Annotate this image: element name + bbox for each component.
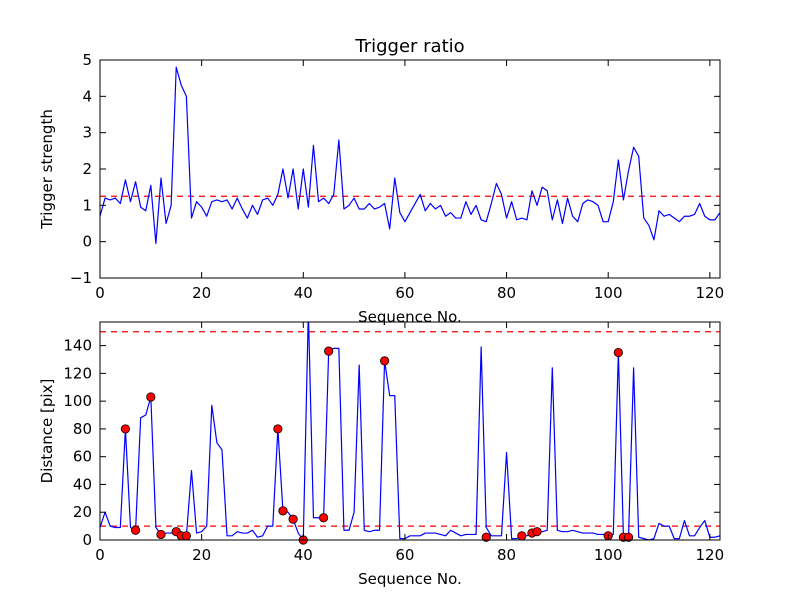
distance-series-line-0 bbox=[100, 322, 720, 540]
distance-y-tick-label: 120 bbox=[63, 364, 92, 382]
chart-title: Trigger ratio bbox=[354, 36, 464, 57]
distance-marker-point bbox=[273, 424, 283, 434]
trigger-y-tick-label: 3 bbox=[82, 124, 92, 142]
trigger-x-tick-label: 40 bbox=[294, 284, 313, 302]
distance-marker-point bbox=[278, 506, 288, 516]
trigger-y-tick-label: 4 bbox=[82, 87, 92, 105]
distance-x-tick-label: 0 bbox=[95, 546, 105, 564]
trigger-x-tick-label: 60 bbox=[395, 284, 414, 302]
distance-marker-point bbox=[623, 532, 634, 542]
distance-y-tick-label: 80 bbox=[73, 420, 92, 438]
distance-axes-frame bbox=[99, 321, 721, 541]
trigger-y-tick-label: −1 bbox=[70, 269, 92, 287]
trigger-x-tick-label: 80 bbox=[497, 284, 516, 302]
trigger-y-tick-label: 5 bbox=[82, 51, 92, 69]
distance-y-tick-label: 60 bbox=[73, 448, 92, 466]
trigger-plot-area bbox=[100, 66, 720, 245]
distance-marker-point bbox=[532, 527, 542, 537]
trigger-y-axis-label: Trigger strength bbox=[38, 109, 56, 230]
distance-x-tick-label: 100 bbox=[594, 546, 623, 564]
trigger-y-tick-label: 0 bbox=[82, 233, 92, 251]
distance-y-tick-label: 40 bbox=[73, 475, 92, 493]
trigger-series-line-0 bbox=[100, 66, 720, 245]
distance-y-tick-label: 100 bbox=[63, 392, 92, 410]
trigger-y-tick-label: 2 bbox=[82, 160, 92, 178]
trigger-x-tick-label: 0 bbox=[95, 284, 105, 302]
distance-marker-point bbox=[181, 531, 191, 541]
distance-marker-point bbox=[146, 392, 156, 402]
distance-x-tick-label: 20 bbox=[192, 546, 211, 564]
distance-marker-point bbox=[288, 514, 298, 524]
trigger-x-tick-label: 120 bbox=[696, 284, 725, 302]
distance-marker-point bbox=[319, 513, 329, 523]
distance-marker-point bbox=[130, 525, 141, 535]
distance-marker-point bbox=[379, 356, 390, 366]
distance-marker-point bbox=[324, 346, 334, 356]
distance-y-tick-label: 20 bbox=[73, 503, 92, 521]
distance-y-tick-label: 0 bbox=[82, 531, 92, 549]
distance-marker-point bbox=[613, 347, 623, 358]
trigger-x-tick-label: 100 bbox=[594, 284, 623, 302]
distance-y-axis-label: Distance [pix] bbox=[38, 379, 56, 484]
trigger-y-tick-label: 1 bbox=[82, 196, 92, 214]
distance-x-axis-label: Sequence No. bbox=[358, 570, 462, 588]
trigger-x-axis-label: Sequence No. bbox=[358, 308, 462, 326]
distance-marker-point bbox=[156, 529, 166, 540]
distance-y-tick-label: 140 bbox=[63, 337, 92, 355]
distance-plot-area bbox=[100, 322, 720, 540]
distance-x-tick-label: 80 bbox=[497, 546, 516, 564]
distance-x-tick-label: 60 bbox=[395, 546, 414, 564]
distance-x-tick-label: 120 bbox=[696, 546, 725, 564]
distance-x-tick-label: 40 bbox=[294, 546, 313, 564]
distance-marker-point bbox=[120, 424, 131, 434]
distance-marker-point bbox=[517, 531, 527, 541]
distance-panel: 0 20 40 60 80 100 120 0 20 40 60 80 100 120 140 Sequenc… bbox=[38, 321, 725, 588]
distance-marker-point bbox=[481, 532, 491, 542]
trigger-x-tick-label: 20 bbox=[192, 284, 211, 302]
